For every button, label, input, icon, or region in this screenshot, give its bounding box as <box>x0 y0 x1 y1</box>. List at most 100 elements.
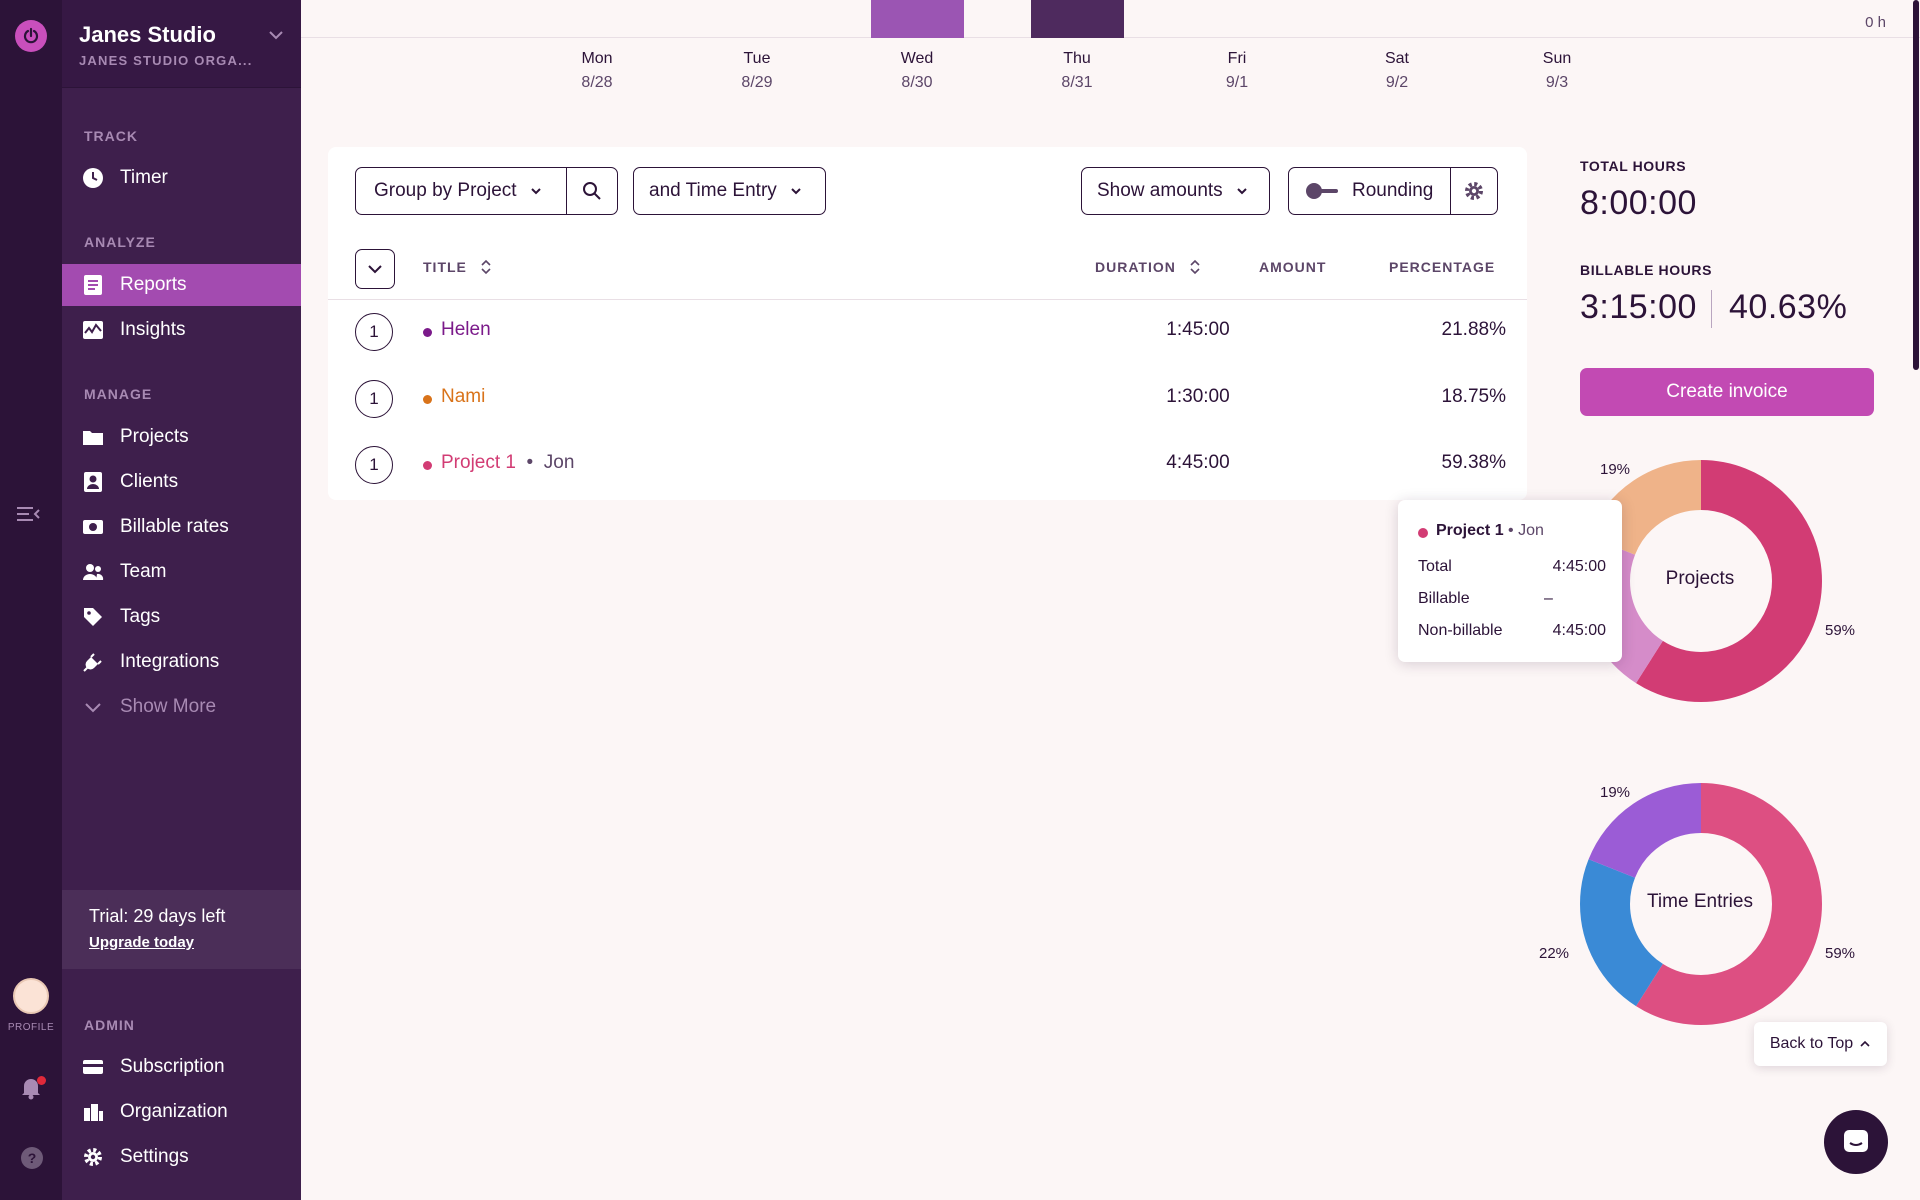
chevron-down-icon <box>791 188 801 195</box>
column-header-amount: AMOUNT <box>1259 259 1327 275</box>
sidebar-item-label: Integrations <box>120 651 220 672</box>
avatar[interactable] <box>13 978 49 1014</box>
sub-group-label: and Time Entry <box>649 180 777 201</box>
building-icon <box>82 1101 104 1123</box>
clock-icon <box>82 167 104 189</box>
column-header-duration[interactable]: DURATION <box>1095 259 1201 275</box>
search-button[interactable] <box>566 167 618 215</box>
gear-icon <box>82 1146 104 1168</box>
expand-all-button[interactable] <box>355 249 395 289</box>
project-color-dot <box>423 395 432 404</box>
sidebar-item-integrations[interactable]: Integrations <box>62 641 301 683</box>
bar-wed[interactable] <box>871 0 964 38</box>
day-label: Tue 8/29 <box>707 50 807 92</box>
workspace-switcher[interactable]: Janes Studio JANES STUDIO ORGA... <box>62 0 301 88</box>
tooltip-project: Project 1 <box>1436 522 1504 539</box>
project-color-dot <box>423 461 432 470</box>
sidebar-item-clients[interactable]: Clients <box>62 461 301 503</box>
row-duration: 1:45:00 <box>1166 319 1230 340</box>
donut-segment[interactable] <box>1580 460 1822 702</box>
sidebar-item-team[interactable]: Team <box>62 551 301 593</box>
bar-thu[interactable] <box>1031 0 1124 38</box>
app-rail: PROFILE ? <box>0 0 62 1200</box>
project-color-dot <box>423 328 432 337</box>
client-icon <box>82 471 104 493</box>
back-to-top-button[interactable]: Back to Top <box>1754 1022 1887 1066</box>
day-name: Wed <box>900 50 934 67</box>
sub-group-dropdown[interactable]: and Time Entry <box>633 167 826 215</box>
sidebar-item-projects[interactable]: Projects <box>62 416 301 458</box>
show-amounts-label: Show amounts <box>1097 180 1223 201</box>
donut-segment[interactable] <box>1580 783 1822 1025</box>
entry-count-badge[interactable]: 1 <box>355 446 393 484</box>
tooltip-value: 4:45:00 <box>1552 558 1606 575</box>
scrollbar[interactable] <box>1913 0 1919 370</box>
table-row[interactable]: 1 Helen 1:45:00 21.88% <box>328 299 1527 365</box>
column-header-label: DURATION <box>1095 259 1176 275</box>
tooltip-client: • Jon <box>1508 522 1544 539</box>
row-title: Project 1 <box>441 452 516 473</box>
section-analyze: ANALYZE <box>84 234 156 250</box>
axis-zero-label: 0 h <box>1865 14 1886 31</box>
table-row[interactable]: 1 Nami 1:30:00 18.75% <box>328 366 1527 432</box>
day-label: Thu 8/31 <box>1027 50 1127 92</box>
chevron-up-icon <box>1860 1040 1870 1047</box>
help-icon[interactable]: ? <box>21 1147 43 1169</box>
row-title-wrap: Project 1 • Jon <box>441 452 574 474</box>
entry-count-badge[interactable]: 1 <box>355 380 393 418</box>
total-hours-value: 8:00:00 <box>1580 184 1697 222</box>
sidebar-item-subscription[interactable]: Subscription <box>62 1046 301 1088</box>
trial-banner: Trial: 29 days left Upgrade today <box>62 890 301 969</box>
chevron-down-icon <box>368 265 382 274</box>
tooltip-title: Project 1 • Jon <box>1436 522 1544 540</box>
donut-percent-label: 59% <box>1825 945 1856 962</box>
sidebar-item-tags[interactable]: Tags <box>62 596 301 638</box>
sidebar-show-more[interactable]: Show More <box>62 686 301 728</box>
workspace-name: Janes Studio <box>79 22 216 47</box>
row-title: Helen <box>441 319 491 340</box>
donut-center-label: Projects <box>1665 568 1735 589</box>
create-invoice-button[interactable]: Create invoice <box>1580 368 1874 416</box>
column-header-title[interactable]: TITLE <box>423 259 492 275</box>
tooltip-value: – <box>1544 590 1553 607</box>
power-icon[interactable] <box>15 20 47 52</box>
chat-button[interactable] <box>1824 1110 1888 1174</box>
sidebar-item-billable-rates[interactable]: Billable rates <box>62 506 301 548</box>
upgrade-link[interactable]: Upgrade today <box>89 934 195 951</box>
billable-percentage-value: 40.63% <box>1729 288 1848 326</box>
row-percentage: 21.88% <box>1441 319 1506 340</box>
report-table-card: Group by Project and Time Entry Show amo… <box>328 147 1527 500</box>
folder-icon <box>82 426 104 448</box>
gear-icon <box>1465 182 1483 200</box>
money-icon <box>82 516 104 538</box>
weekly-bar-chart: 0 h <box>301 0 1920 38</box>
day-date: 8/31 <box>1061 74 1093 91</box>
sidebar-item-reports[interactable]: Reports <box>62 264 301 306</box>
section-admin: ADMIN <box>84 1017 135 1033</box>
sidebar-item-timer[interactable]: Timer <box>62 157 301 199</box>
sidebar-item-organization[interactable]: Organization <box>62 1091 301 1133</box>
tooltip-label: Total <box>1418 558 1452 575</box>
back-to-top-label: Back to Top <box>1769 1035 1854 1052</box>
total-hours-label: TOTAL HOURS <box>1580 158 1687 174</box>
toggle-switch-icon <box>1306 183 1338 199</box>
sidebar-item-label: Show More <box>120 696 217 717</box>
group-by-label: Group by Project <box>374 180 517 201</box>
row-client: • Jon <box>521 452 575 473</box>
rounding-settings-button[interactable] <box>1450 167 1498 215</box>
donut-segment[interactable] <box>1580 783 1822 1025</box>
sidebar-item-insights[interactable]: Insights <box>62 309 301 351</box>
group-by-dropdown[interactable]: Group by Project <box>355 167 568 215</box>
sort-icon <box>481 259 491 275</box>
time-entries-donut-chart[interactable] <box>1580 783 1822 1025</box>
sidebar-item-settings[interactable]: Settings <box>62 1136 301 1178</box>
day-name: Sun <box>1542 50 1572 67</box>
collapse-sidebar-icon[interactable] <box>14 500 42 528</box>
rounding-toggle[interactable]: Rounding <box>1288 167 1452 215</box>
bell-icon[interactable] <box>20 1076 42 1100</box>
entry-count-badge[interactable]: 1 <box>355 313 393 351</box>
table-row[interactable]: 1 Project 1 • Jon 4:45:00 59.38% <box>328 432 1527 498</box>
column-header-percentage: PERCENTAGE <box>1389 259 1496 275</box>
divider <box>1711 290 1712 328</box>
show-amounts-dropdown[interactable]: Show amounts <box>1081 167 1270 215</box>
